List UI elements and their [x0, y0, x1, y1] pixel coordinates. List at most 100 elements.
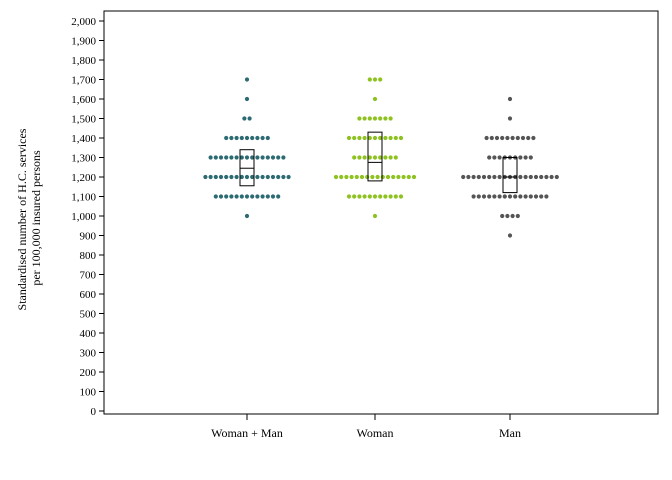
data-point [244, 135, 250, 141]
data-point [365, 174, 370, 180]
data-point [396, 174, 401, 180]
data-point [383, 135, 388, 141]
data-point [398, 135, 404, 141]
data-point [372, 77, 378, 82]
data-point [391, 174, 396, 180]
data-point [244, 155, 250, 160]
data-point [393, 155, 398, 160]
data-point [242, 116, 247, 121]
data-point [265, 135, 270, 141]
data-point [346, 135, 352, 141]
data-point [224, 135, 229, 141]
y-tick-label: 300 [80, 348, 97, 360]
y-tick-label: 900 [80, 231, 97, 243]
y-tick-label: 700 [80, 270, 97, 282]
data-point [476, 174, 481, 180]
y-tick-label: 400 [80, 328, 97, 340]
data-point [203, 174, 208, 180]
data-point [286, 174, 291, 180]
data-point [507, 116, 513, 121]
data-point [523, 155, 528, 160]
data-point [380, 174, 385, 180]
data-point [229, 135, 234, 141]
data-point [234, 194, 239, 199]
data-point [388, 194, 393, 199]
data-point [378, 116, 383, 121]
data-point [372, 213, 378, 219]
data-point [515, 135, 520, 141]
data-point [378, 155, 383, 160]
y-tick-label: 1,600 [71, 94, 96, 106]
data-point [218, 174, 224, 180]
data-point [250, 135, 255, 141]
data-point [411, 174, 417, 180]
data-point [367, 135, 372, 141]
y-tick-label: 500 [80, 309, 97, 321]
data-point [388, 135, 393, 141]
y-tick-label: 0 [91, 406, 97, 418]
data-point [362, 135, 367, 141]
data-point [362, 155, 367, 160]
data-point [518, 174, 523, 180]
data-point [401, 174, 406, 180]
y-tick-label: 1,800 [71, 55, 96, 67]
x-axis: Woman + Man Woman Man [211, 414, 521, 440]
data-point [244, 77, 250, 82]
data-point [349, 174, 354, 180]
data-point [406, 174, 411, 180]
data-point [507, 194, 513, 199]
data-point [492, 174, 497, 180]
data-point [378, 194, 383, 199]
data-point [244, 96, 250, 102]
data-point [497, 194, 502, 199]
data-point [370, 174, 375, 180]
data-point [497, 155, 502, 160]
data-point [518, 155, 523, 160]
data-point [549, 174, 554, 180]
data-point [383, 194, 388, 199]
data-point [494, 135, 500, 141]
y-axis-title-line-1: Standardised number of H.C. services [15, 128, 29, 310]
data-point [398, 194, 404, 199]
data-point [367, 194, 372, 199]
data-point [352, 194, 357, 199]
data-point [281, 155, 286, 160]
data-point [357, 155, 362, 160]
data-point [213, 174, 218, 180]
data-point [260, 155, 265, 160]
y-tick-label: 800 [80, 250, 97, 262]
data-point [500, 135, 505, 141]
data-point [255, 194, 260, 199]
data-point [466, 174, 471, 180]
data-point [523, 194, 528, 199]
data-point [234, 155, 239, 160]
x-category-label: Man [499, 426, 521, 440]
data-point [265, 174, 270, 180]
data-point [481, 174, 487, 180]
data-point [244, 194, 250, 199]
data-point [276, 155, 281, 160]
plot-frame [103, 10, 659, 415]
y-tick-label: 1,700 [71, 75, 96, 87]
data-point [367, 116, 372, 121]
data-point [255, 135, 260, 141]
data-point [505, 213, 510, 219]
data-point [224, 155, 229, 160]
series-group [203, 77, 291, 219]
data-point [362, 116, 367, 121]
data-point [385, 174, 391, 180]
data-point [260, 194, 265, 199]
data-point [539, 194, 544, 199]
data-point [234, 135, 239, 141]
data-point [500, 213, 505, 219]
data-point [492, 194, 497, 199]
data-point [502, 194, 507, 199]
data-point [489, 135, 494, 141]
data-point [218, 155, 224, 160]
data-point [375, 174, 380, 180]
y-axis: 0 100 200 300 400 500 600 700 800 900 1,000 1,100 1,… [71, 16, 104, 418]
data-point [388, 155, 393, 160]
y-axis-title-line-2: per 100,000 insured persons [29, 150, 43, 286]
y-tick-label: 1,500 [71, 114, 96, 126]
